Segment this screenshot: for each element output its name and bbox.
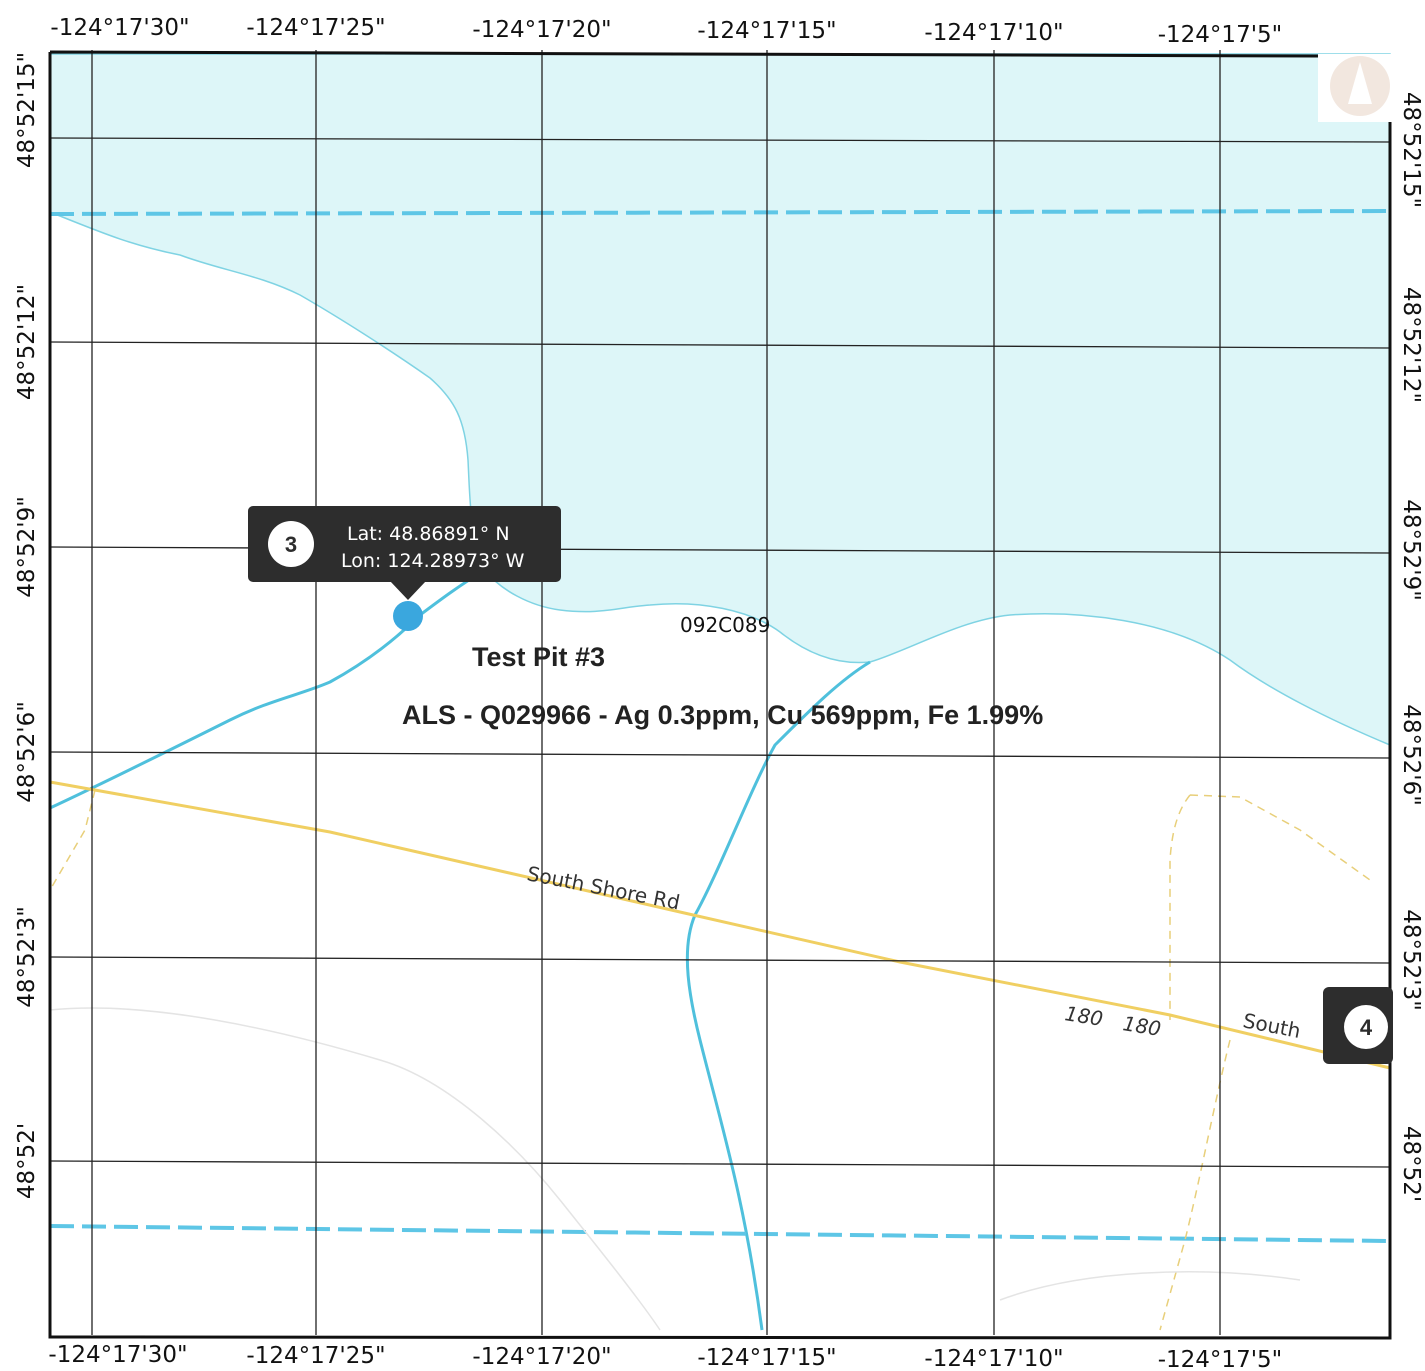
top-label-2: -124°17'25" bbox=[246, 15, 385, 41]
top-label-1: -124°17'30" bbox=[50, 15, 189, 41]
trail-dashed bbox=[49, 789, 1371, 1331]
right-label-3: 48°52'9" bbox=[1398, 499, 1424, 601]
map-frame bbox=[48, 50, 1392, 1340]
bottom-label-2: -124°17'25" bbox=[246, 1343, 385, 1369]
location-point[interactable] bbox=[393, 601, 423, 631]
right-label-5: 48°52'3" bbox=[1398, 909, 1424, 1011]
road-label-south: South bbox=[1241, 1008, 1303, 1043]
bottom-label-5: -124°17'10" bbox=[924, 1346, 1063, 1371]
top-label-4: -124°17'15" bbox=[697, 18, 836, 44]
trail-faint bbox=[49, 1007, 1301, 1331]
next-marker-number: 4 bbox=[1360, 1015, 1373, 1040]
left-label-3: 48°52'9" bbox=[14, 496, 40, 598]
marker-number: 3 bbox=[285, 532, 297, 557]
assay-result: ALS - Q029966 - Ag 0.3ppm, Cu 569ppm, Fe… bbox=[402, 700, 1043, 730]
highway-number-1: 180 bbox=[1063, 1001, 1104, 1031]
tooltip-lat: Lat: 48.86891° N bbox=[347, 523, 510, 545]
right-label-4: 48°52'6" bbox=[1398, 704, 1424, 806]
left-label-5: 48°52'3" bbox=[14, 906, 40, 1008]
bottom-label-6: -124°17'5" bbox=[1158, 1347, 1283, 1371]
top-label-5: -124°17'10" bbox=[924, 20, 1063, 46]
left-label-6: 48°52' bbox=[14, 1123, 40, 1199]
right-label-6: 48°52' bbox=[1398, 1126, 1424, 1202]
highway-number-2: 180 bbox=[1121, 1011, 1162, 1041]
location-tooltip[interactable]: 3 Lat: 48.86891° N Lon: 124.28973° W bbox=[248, 506, 561, 600]
right-label-2: 48°52'12" bbox=[1398, 287, 1424, 403]
grid bbox=[49, 50, 1391, 1335]
boundary-south bbox=[49, 1224, 1391, 1243]
site-code: 092C089 bbox=[680, 613, 770, 637]
top-label-3: -124°17'20" bbox=[472, 17, 611, 43]
road-label-south-shore: South Shore Rd bbox=[525, 861, 682, 914]
left-label-4: 48°52'6" bbox=[14, 701, 40, 803]
left-label-2: 48°52'12" bbox=[14, 284, 40, 400]
next-marker[interactable]: 4 bbox=[1323, 987, 1393, 1064]
tooltip-lon: Lon: 124.28973° W bbox=[341, 550, 525, 572]
bottom-label-3: -124°17'20" bbox=[472, 1344, 611, 1370]
marker-number-badge bbox=[268, 521, 314, 567]
bottom-label-1: -124°17'30" bbox=[48, 1342, 187, 1368]
south-shore-road bbox=[49, 780, 1391, 1070]
site-name: Test Pit #3 bbox=[472, 642, 605, 672]
bottom-label-4: -124°17'15" bbox=[697, 1345, 836, 1371]
right-label-1: 48°52'15" bbox=[1398, 92, 1424, 208]
lake-area bbox=[49, 53, 1391, 747]
left-label-1: 48°52'15" bbox=[14, 52, 40, 168]
stream-central bbox=[685, 660, 871, 1331]
top-label-6: -124°17'5" bbox=[1158, 22, 1283, 48]
compass-icon[interactable] bbox=[1318, 54, 1408, 122]
stream-west bbox=[49, 568, 486, 810]
